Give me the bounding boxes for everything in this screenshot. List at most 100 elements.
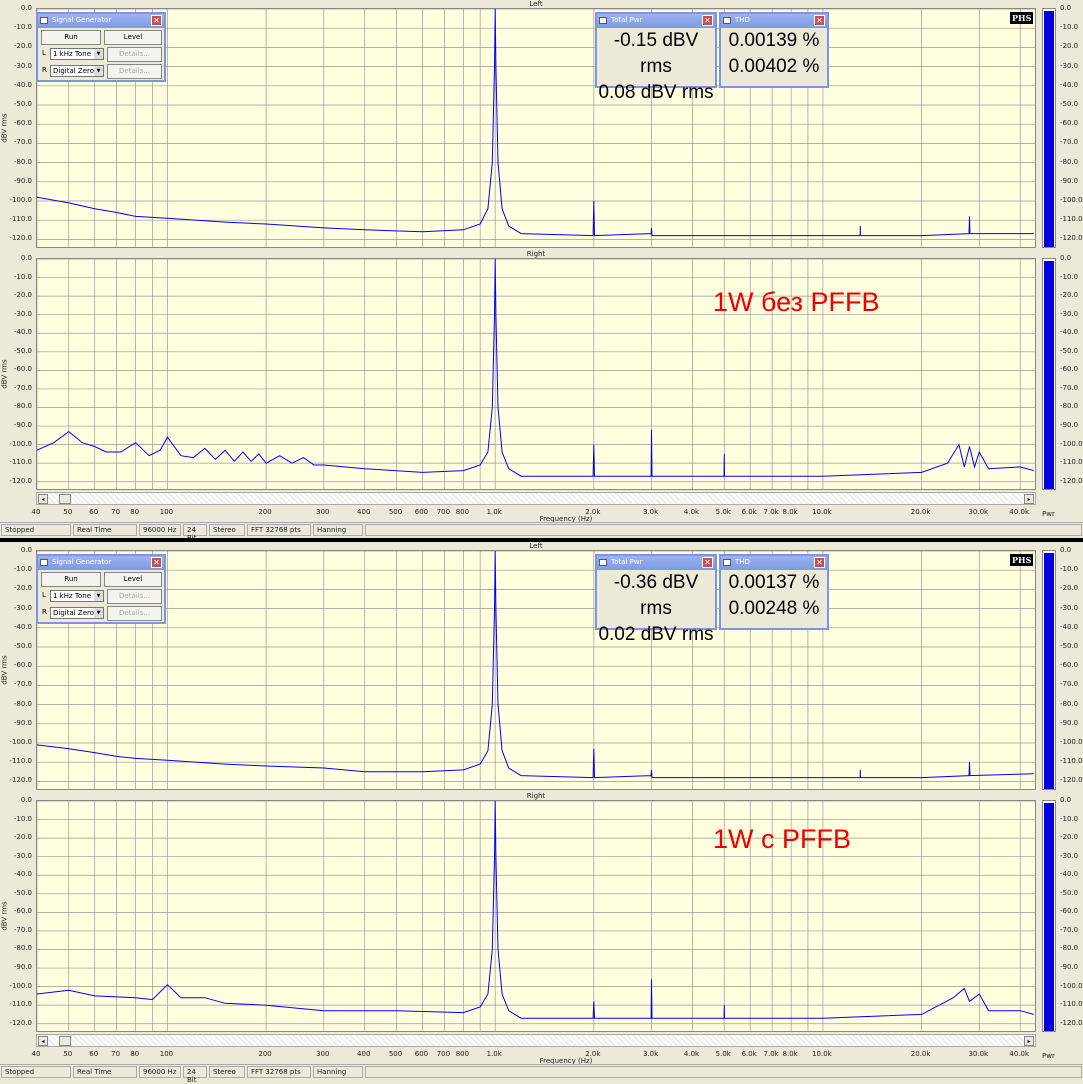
- run-button[interactable]: Run: [41, 572, 101, 587]
- meter-tick-label: -100.0: [1060, 439, 1083, 448]
- spectrum-plot-right[interactable]: [36, 258, 1036, 490]
- meter-tick-label: -50.0: [1060, 888, 1079, 897]
- y-tick-label: -120.0: [9, 776, 32, 785]
- meter-tick-label: -20.0: [1060, 42, 1079, 51]
- analyzer-window: Left dBV rms 0.0 0.0 -10.0 -10.0 -20.0 -20.0 -30…: [0, 0, 1083, 542]
- x-tick-label: 500: [388, 508, 403, 516]
- meter-fill: [1044, 261, 1054, 489]
- x-tick-label: 5.0k: [715, 508, 731, 516]
- left-signal-select[interactable]: 1 kHz Tone ▼: [50, 48, 104, 60]
- x-tick-label: 20.0k: [910, 508, 931, 516]
- x-tick-label: 1.0k: [486, 1050, 502, 1058]
- y-tick-label: -80.0: [13, 699, 32, 708]
- meter-tick-label: -100.0: [1060, 981, 1083, 990]
- meter-tick-label: -20.0: [1060, 291, 1079, 300]
- meter-tick-label: -90.0: [1060, 176, 1079, 185]
- x-tick-label: 20.0k: [910, 1050, 931, 1058]
- left-details-button[interactable]: Details...: [107, 589, 162, 604]
- close-icon[interactable]: ✕: [702, 557, 713, 568]
- status-field: FFT 32768 pts: [247, 1066, 311, 1078]
- chevron-down-icon[interactable]: ▼: [94, 591, 103, 601]
- x-tick-label: 80: [130, 508, 140, 516]
- left-details-button[interactable]: Details...: [107, 47, 162, 62]
- spectrum-plot-left[interactable]: [36, 550, 1036, 790]
- dialog-titlebar[interactable]: Total Pwr ✕: [597, 14, 715, 28]
- right-signal-select[interactable]: Digital Zero ▼: [50, 65, 104, 77]
- scroll-thumb[interactable]: [59, 1036, 71, 1046]
- y-tick-label: -20.0: [13, 833, 32, 842]
- close-icon[interactable]: ✕: [814, 15, 825, 26]
- close-icon[interactable]: ✕: [814, 557, 825, 568]
- dialog-titlebar[interactable]: Signal Generator ✕: [38, 14, 164, 28]
- x-tick-label: 600: [414, 1050, 429, 1058]
- y-tick-label: -100.0: [9, 196, 32, 204]
- y-tick-label: -70.0: [13, 383, 32, 392]
- level-meter: [1042, 258, 1056, 490]
- level-button[interactable]: Level: [104, 572, 162, 587]
- status-field: 24 Bit: [183, 524, 207, 542]
- total_pwr-left-value: -0.15 dBV rms: [613, 30, 699, 77]
- thd-right-value: 0.00248 %: [728, 598, 820, 619]
- close-icon[interactable]: ✕: [151, 557, 162, 568]
- left-signal-select[interactable]: 1 kHz Tone ▼: [50, 590, 104, 602]
- y-tick-label: 0.0: [20, 796, 32, 804]
- run-button[interactable]: Run: [41, 30, 101, 45]
- close-icon[interactable]: ✕: [151, 15, 162, 26]
- scroll-left-button[interactable]: ◂: [38, 1036, 48, 1046]
- x-tick-label: 500: [388, 1050, 403, 1058]
- y-tick-label: -100.0: [9, 738, 32, 746]
- y-tick-label: -70.0: [13, 925, 32, 934]
- scroll-right-button[interactable]: ▸: [1024, 494, 1034, 504]
- x-tick-label: 6.0k: [741, 1050, 757, 1058]
- x-tick-label: 7.0k: [763, 1050, 779, 1058]
- right-details-button[interactable]: Details...: [107, 606, 162, 621]
- close-icon[interactable]: ✕: [702, 15, 713, 26]
- frequency-scrollbar[interactable]: ◂ ▸: [36, 492, 1036, 505]
- dialog-title: Total Pwr: [611, 16, 643, 24]
- x-tick-label: 800: [455, 1050, 470, 1058]
- x-tick-label: 700: [436, 1050, 451, 1058]
- app-icon: [599, 17, 607, 24]
- meter-tick-label: -10.0: [1060, 814, 1079, 823]
- scroll-thumb[interactable]: [59, 494, 71, 504]
- chevron-down-icon[interactable]: ▼: [94, 66, 103, 76]
- dialog-titlebar[interactable]: THD ✕: [721, 14, 827, 28]
- y-tick-label: -10.0: [13, 23, 32, 32]
- spectrum-plot-left[interactable]: [36, 8, 1036, 248]
- y-tick-label: 0.0: [20, 4, 32, 12]
- x-tick-label: 70: [111, 508, 121, 516]
- meter-tick-label: 0.0: [1060, 796, 1072, 804]
- meter-tick-label: -110.0: [1060, 757, 1083, 766]
- status-field: Real Time: [73, 524, 137, 536]
- y-tick-label: -50.0: [13, 346, 32, 355]
- x-tick-label: 7.0k: [763, 508, 779, 516]
- x-tick-label: 300: [316, 508, 330, 516]
- dialog-titlebar[interactable]: THD ✕: [721, 556, 827, 570]
- dialog-title: Total Pwr: [611, 558, 643, 566]
- dialog-titlebar[interactable]: Signal Generator ✕: [38, 556, 164, 570]
- scroll-right-button[interactable]: ▸: [1024, 1036, 1034, 1046]
- app-icon: [40, 559, 48, 566]
- frequency-scrollbar[interactable]: ◂ ▸: [36, 1034, 1036, 1047]
- phs-logo: PHS: [1010, 12, 1034, 24]
- right-signal-select[interactable]: Digital Zero ▼: [50, 607, 104, 619]
- right-details-button[interactable]: Details...: [107, 64, 162, 79]
- chevron-down-icon[interactable]: ▼: [94, 608, 103, 618]
- y-tick-label: -90.0: [13, 718, 32, 727]
- dialog-titlebar[interactable]: Total Pwr ✕: [597, 556, 715, 570]
- meter-tick-label: -80.0: [1060, 944, 1079, 953]
- y-tick-label: -110.0: [9, 458, 32, 467]
- y-tick-label: -60.0: [13, 365, 32, 374]
- y-tick-label: -60.0: [13, 661, 32, 670]
- x-tick-label: 2.0k: [585, 508, 601, 516]
- status-field: Hanning: [313, 1066, 363, 1078]
- chevron-down-icon[interactable]: ▼: [94, 49, 103, 59]
- x-tick-label: 8.0k: [782, 508, 798, 516]
- scroll-left-button[interactable]: ◂: [38, 494, 48, 504]
- level-button[interactable]: Level: [104, 30, 162, 45]
- x-tick-label: 8.0k: [782, 1050, 798, 1058]
- y-tick-label: -30.0: [13, 851, 32, 860]
- x-tick-label: 40: [31, 1050, 41, 1058]
- spectrum-plot-right[interactable]: [36, 800, 1036, 1032]
